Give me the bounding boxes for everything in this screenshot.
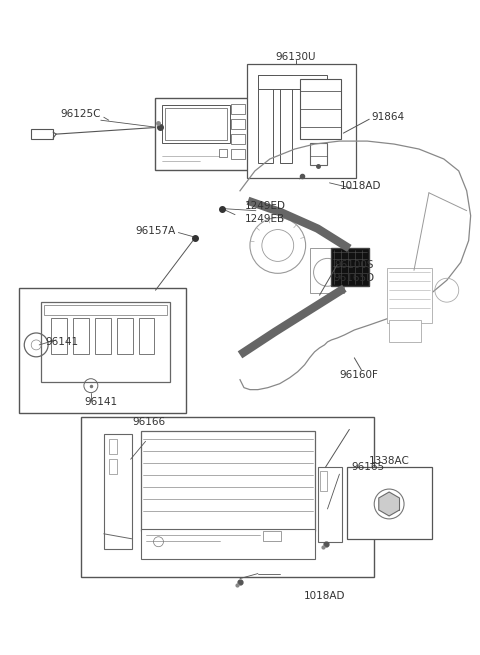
Text: 96160F: 96160F xyxy=(340,369,379,380)
Text: 1249ED: 1249ED xyxy=(244,200,285,211)
Text: 1018AD: 1018AD xyxy=(339,181,381,191)
Bar xyxy=(332,248,369,286)
Bar xyxy=(41,302,170,382)
Bar xyxy=(231,104,245,114)
Bar xyxy=(300,79,341,139)
Bar xyxy=(231,149,245,159)
Bar xyxy=(387,269,432,323)
Bar xyxy=(31,129,53,139)
Text: 96157A: 96157A xyxy=(135,225,175,236)
Bar xyxy=(117,318,132,354)
Text: 96165: 96165 xyxy=(351,462,384,472)
Bar xyxy=(19,288,186,413)
Bar xyxy=(141,529,314,559)
Text: 96166: 96166 xyxy=(132,417,165,428)
Bar xyxy=(310,143,327,165)
Bar xyxy=(162,105,230,143)
Bar xyxy=(258,75,273,163)
Bar xyxy=(258,75,327,89)
Bar xyxy=(109,440,117,455)
Bar xyxy=(51,318,67,354)
Bar xyxy=(139,318,155,354)
Bar xyxy=(310,248,344,293)
Bar xyxy=(247,64,356,178)
Bar xyxy=(166,108,227,140)
Bar xyxy=(320,471,327,491)
Text: 1018AD: 1018AD xyxy=(304,591,345,601)
Polygon shape xyxy=(379,492,399,516)
Bar xyxy=(156,98,275,170)
Bar xyxy=(280,75,292,163)
Text: 96130U: 96130U xyxy=(276,52,316,62)
Bar xyxy=(348,467,432,539)
Text: 1338AC: 1338AC xyxy=(369,457,409,466)
Bar xyxy=(141,432,314,531)
Bar xyxy=(109,459,117,474)
Bar xyxy=(231,134,245,144)
Bar xyxy=(263,531,281,541)
Text: 96100S: 96100S xyxy=(335,260,374,271)
Text: 96141: 96141 xyxy=(84,396,118,407)
Bar xyxy=(231,119,245,129)
Bar xyxy=(389,320,421,342)
Bar xyxy=(318,467,342,542)
Bar xyxy=(73,318,89,354)
Bar xyxy=(104,434,132,549)
Text: 91864: 91864 xyxy=(371,112,404,122)
Bar xyxy=(81,417,374,576)
Text: 96141: 96141 xyxy=(45,337,78,347)
Bar xyxy=(219,149,227,157)
Circle shape xyxy=(384,499,394,509)
Text: 1249EB: 1249EB xyxy=(245,214,285,223)
Text: 96165D: 96165D xyxy=(334,273,375,283)
Bar xyxy=(95,318,111,354)
Text: 96125C: 96125C xyxy=(60,109,101,119)
Bar xyxy=(44,305,168,315)
